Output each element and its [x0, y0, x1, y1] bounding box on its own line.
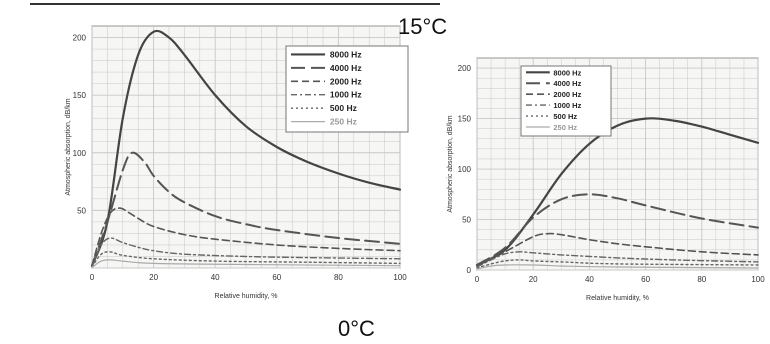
y-tick-label: 200 — [458, 64, 472, 73]
y-tick-label: 50 — [462, 216, 471, 225]
series-line-4000hz — [476, 193, 759, 266]
legend-label: 250 Hz — [553, 123, 577, 132]
x-tick-label: 0 — [475, 275, 480, 284]
y-axis-label: Atmospheric absorption, dB/km — [447, 115, 454, 212]
x-tick-label: 100 — [393, 273, 407, 282]
chart-0c: 0 20 40 60 80 100 0 50 100 150 200 Relative humidit… — [447, 57, 765, 302]
legend-label: 250 Hz — [330, 117, 357, 127]
y-tick-label: 100 — [73, 149, 87, 158]
legend: 8000 Hz 4000 Hz 2000 Hz 1000 Hz 500 Hz 250 Hz — [520, 65, 612, 137]
legend-label: 500 Hz — [553, 112, 577, 121]
legend-box — [285, 45, 409, 133]
top-rule — [30, 3, 440, 5]
y-tick-label: 100 — [458, 165, 472, 174]
legend-label: 2000 Hz — [330, 76, 362, 86]
chart-15c: 0 20 40 60 80 100 50 100 150 200 Relative humidity… — [65, 25, 409, 300]
y-axis-label: Atmospheric absorption, dB/km — [65, 98, 72, 195]
y-tick-label: 150 — [73, 91, 87, 100]
x-tick-label: 80 — [334, 273, 343, 282]
x-tick-label: 20 — [149, 273, 158, 282]
x-tick-label: 0 — [90, 273, 95, 282]
x-tick-label: 40 — [211, 273, 220, 282]
legend-box — [520, 65, 612, 137]
legend-label: 4000 Hz — [553, 79, 581, 88]
series-line-2000hz — [91, 207, 401, 267]
legend-label: 1000 Hz — [330, 90, 362, 100]
legend-label: 2000 Hz — [553, 90, 581, 99]
y-tick-label: 150 — [458, 115, 472, 124]
x-tick-label: 60 — [641, 275, 650, 284]
y-tick-label: 50 — [77, 206, 86, 215]
legend-label: 1000 Hz — [553, 101, 581, 110]
series-line-8000hz — [90, 29, 402, 267]
legend-label: 4000 Hz — [330, 63, 362, 73]
x-tick-label: 100 — [751, 275, 765, 284]
y-tick-label: 0 — [467, 266, 472, 275]
series-line-2000hz — [476, 232, 759, 267]
x-tick-label: 60 — [272, 273, 281, 282]
series-line-1000hz — [91, 237, 401, 268]
series-line-500hz — [476, 259, 759, 269]
x-tick-label: 20 — [529, 275, 538, 284]
x-axis-label: Relative humidity, % — [215, 293, 278, 300]
legend: 8000 Hz 4000 Hz 2000 Hz 1000 Hz 500 Hz 250 Hz — [285, 45, 409, 133]
legend-label: 8000 Hz — [553, 68, 581, 77]
temperature-label-15c: 15°C — [398, 14, 448, 39]
x-axis-label: Relative humidity, % — [586, 295, 649, 302]
legend-label: 500 Hz — [330, 103, 357, 113]
series-line-250hz — [476, 264, 759, 270]
y-tick-label: 200 — [73, 34, 87, 43]
x-tick-label: 80 — [697, 275, 706, 284]
legend-label: 8000 Hz — [330, 49, 362, 59]
x-tick-label: 40 — [585, 275, 594, 284]
series-line-250hz — [91, 259, 401, 268]
series-line-500hz — [91, 251, 401, 268]
series-line-4000hz — [91, 151, 401, 267]
series-line-1000hz — [476, 251, 759, 268]
temperature-label-0c: 0°C — [338, 316, 375, 341]
